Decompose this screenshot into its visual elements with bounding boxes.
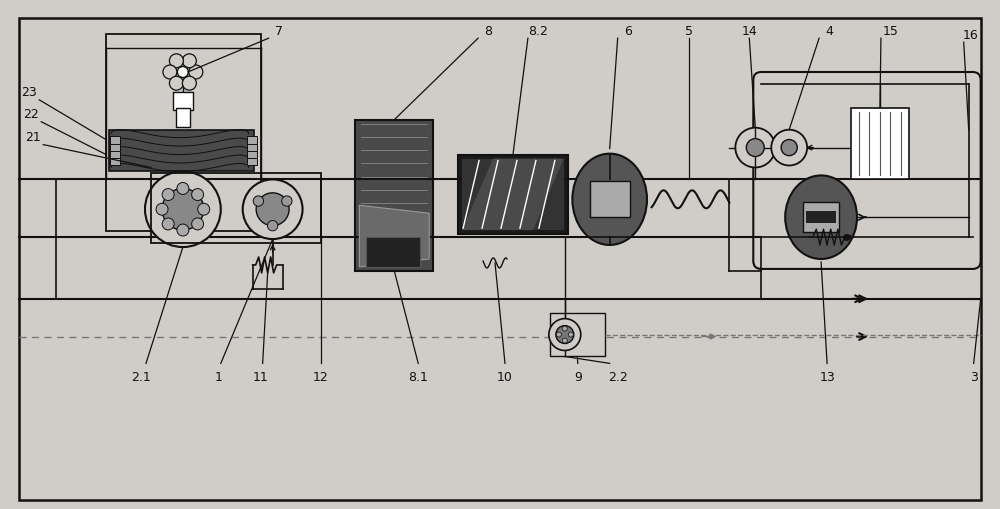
Circle shape — [192, 218, 204, 231]
Text: 4: 4 — [825, 24, 833, 38]
Circle shape — [189, 66, 203, 80]
Bar — [851, 108, 909, 180]
Circle shape — [162, 218, 174, 231]
Polygon shape — [359, 206, 429, 267]
Circle shape — [162, 189, 174, 201]
Text: 23: 23 — [21, 86, 37, 99]
Text: 2.1: 2.1 — [131, 370, 151, 383]
Text: 5: 5 — [685, 24, 693, 38]
Circle shape — [177, 224, 189, 237]
Circle shape — [771, 130, 807, 166]
Circle shape — [182, 77, 196, 91]
Bar — [247, 144, 257, 151]
Circle shape — [568, 332, 573, 337]
Ellipse shape — [572, 154, 647, 245]
Text: 8.1: 8.1 — [408, 370, 428, 383]
Bar — [176, 108, 190, 127]
Bar — [803, 203, 839, 233]
Bar — [110, 136, 120, 145]
Text: 2.2: 2.2 — [608, 370, 628, 383]
Bar — [806, 212, 836, 224]
Circle shape — [145, 172, 221, 247]
Bar — [110, 144, 120, 151]
Circle shape — [256, 193, 289, 226]
Circle shape — [781, 140, 797, 156]
Circle shape — [198, 204, 210, 216]
Bar — [247, 136, 257, 145]
Circle shape — [169, 77, 183, 91]
Circle shape — [177, 183, 189, 195]
Text: 21: 21 — [25, 131, 41, 144]
Bar — [458, 155, 568, 235]
Circle shape — [282, 196, 292, 207]
Text: 22: 22 — [23, 108, 39, 121]
Circle shape — [169, 55, 183, 69]
Circle shape — [163, 66, 177, 80]
Bar — [247, 158, 257, 166]
Bar — [550, 313, 605, 357]
Text: 11: 11 — [253, 370, 269, 383]
Text: 10: 10 — [497, 370, 513, 383]
Circle shape — [182, 55, 196, 69]
Bar — [110, 158, 120, 166]
FancyBboxPatch shape — [753, 73, 981, 269]
Text: 3: 3 — [970, 370, 978, 383]
Bar — [590, 182, 630, 218]
Bar — [109, 130, 254, 172]
Circle shape — [162, 189, 204, 231]
Text: 6: 6 — [624, 24, 632, 38]
Circle shape — [243, 180, 303, 240]
Circle shape — [562, 326, 567, 331]
Bar — [106, 35, 261, 232]
Bar — [247, 150, 257, 158]
Bar — [173, 93, 193, 110]
Text: 8.2: 8.2 — [528, 24, 548, 38]
Circle shape — [156, 204, 168, 216]
Circle shape — [192, 189, 204, 201]
Text: 7: 7 — [275, 24, 283, 38]
Text: 9: 9 — [574, 370, 582, 383]
Circle shape — [735, 128, 775, 168]
Text: 13: 13 — [819, 370, 835, 383]
Text: 16: 16 — [963, 29, 979, 42]
Text: 1: 1 — [215, 370, 223, 383]
Text: 14: 14 — [741, 24, 757, 38]
Polygon shape — [462, 159, 564, 231]
Polygon shape — [462, 159, 564, 231]
Circle shape — [556, 326, 574, 344]
Text: 15: 15 — [883, 24, 899, 38]
Circle shape — [549, 319, 581, 351]
Bar — [366, 238, 420, 267]
Circle shape — [746, 139, 764, 157]
Bar — [110, 150, 120, 158]
Circle shape — [177, 67, 188, 78]
Circle shape — [267, 221, 278, 232]
Text: 8: 8 — [484, 24, 492, 38]
Bar — [355, 121, 433, 271]
Circle shape — [556, 332, 561, 337]
Circle shape — [562, 338, 567, 344]
Ellipse shape — [785, 176, 857, 260]
Bar — [151, 174, 320, 244]
Text: 12: 12 — [313, 370, 328, 383]
Circle shape — [253, 196, 264, 207]
